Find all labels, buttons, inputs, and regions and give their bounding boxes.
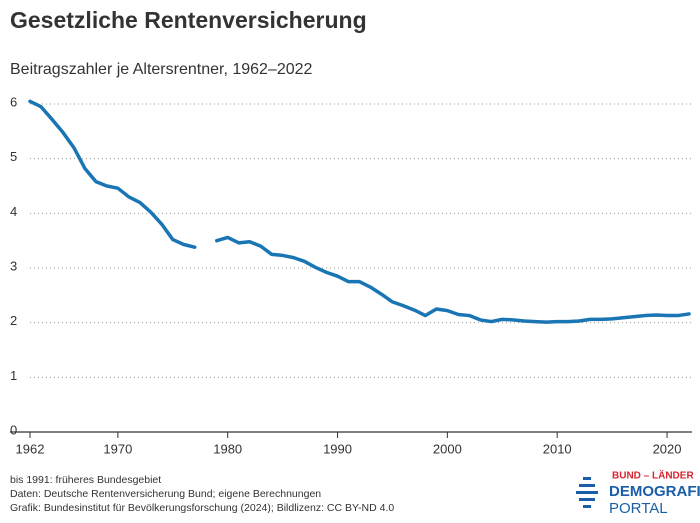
footnote: Daten: Deutsche Rentenversicherung Bund;… bbox=[10, 488, 321, 500]
y-tick-label: 2 bbox=[10, 313, 17, 328]
x-tick-label: 1970 bbox=[103, 441, 132, 456]
logo-stripe bbox=[579, 498, 595, 501]
logo-middle: DEMOGRAFIE bbox=[609, 483, 700, 500]
chart-subtitle: Beitragszahler je Altersrentner, 1962–20… bbox=[10, 61, 313, 78]
logo: BUND – LÄNDER DEMOGRAFIE PORTAL bbox=[576, 469, 700, 517]
x-tick-label: 2000 bbox=[433, 441, 462, 456]
x-tick-label: 1962 bbox=[16, 441, 45, 456]
logo-stripe bbox=[579, 484, 595, 487]
logo-top: BUND – LÄNDER bbox=[612, 469, 694, 482]
data-line bbox=[28, 99, 691, 324]
y-tick-label: 6 bbox=[10, 94, 17, 109]
footnote: bis 1991: früheres Bundesgebiet bbox=[10, 474, 161, 486]
logo-stripe bbox=[576, 491, 598, 494]
x-tick-label: 1980 bbox=[213, 441, 242, 456]
x-tick-label: 2010 bbox=[543, 441, 572, 456]
logo-stripe bbox=[583, 505, 591, 508]
logo-stripe bbox=[583, 477, 591, 480]
y-tick-label: 5 bbox=[10, 149, 17, 164]
logo-bottom: PORTAL bbox=[609, 500, 668, 517]
x-tick-label: 2020 bbox=[653, 441, 682, 456]
x-tick-label: 1990 bbox=[323, 441, 352, 456]
footnote: Grafik: Bundesinstitut für Bevölkerungsf… bbox=[10, 502, 394, 514]
y-tick-label: 0 bbox=[10, 422, 17, 437]
y-tick-label: 1 bbox=[10, 368, 17, 383]
y-tick-label: 4 bbox=[10, 204, 17, 219]
y-tick-label: 3 bbox=[10, 258, 17, 273]
chart-title: Gesetzliche Rentenversicherung bbox=[10, 7, 367, 33]
